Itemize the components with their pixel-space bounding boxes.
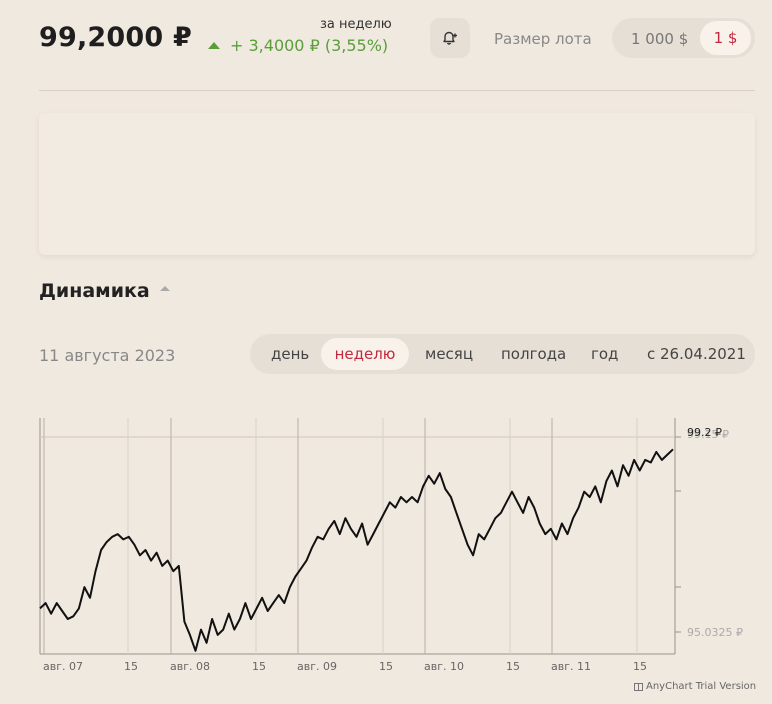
price-value: 99,2000 ₽ <box>39 22 192 53</box>
period-since[interactable]: с 26.04.2021 <box>647 345 746 363</box>
price-change-value: + 3,4000 ₽ (3,55%) <box>230 36 389 55</box>
x-tick-label: авг. 08 <box>170 660 210 673</box>
x-tick-label: авг. 11 <box>551 660 591 673</box>
price-chart-svg: авг. 07 15 авг. 08 15 авг. 09 15 авг. 10 15 авг.… <box>39 418 743 673</box>
y-tick-label: 95.0325 ₽ <box>687 626 743 639</box>
x-tick-label: авг. 09 <box>297 660 337 673</box>
x-tick-label: авг. 10 <box>424 660 464 673</box>
notification-button[interactable] <box>430 18 470 58</box>
lot-size-label: Размер лота <box>494 30 592 48</box>
header-divider <box>39 90 755 91</box>
lot-size-toggle: 1 000 $ 1 $ <box>612 18 755 58</box>
chart-logo-icon <box>634 682 643 691</box>
x-tick-label: 15 <box>633 660 647 673</box>
chart-watermark: AnyChart Trial Version <box>634 681 756 692</box>
period-half-year[interactable]: полгода <box>501 345 567 363</box>
x-tick-label: авг. 07 <box>43 660 83 673</box>
lot-option-1000[interactable]: 1 000 $ <box>631 30 689 48</box>
period-week[interactable]: неделю <box>321 338 409 370</box>
x-tick-label: 15 <box>252 660 266 673</box>
section-title: Динамика <box>39 280 150 302</box>
period-month[interactable]: месяц <box>425 345 474 363</box>
info-card <box>39 113 755 255</box>
selected-date: 11 августа 2023 <box>39 346 176 365</box>
lot-option-1[interactable]: 1 $ <box>700 21 751 55</box>
period-selector: день неделю месяц полгода год с 26.04.20… <box>250 334 755 374</box>
period-year[interactable]: год <box>591 345 619 363</box>
collapse-caret-icon[interactable] <box>160 286 170 291</box>
up-arrow-icon <box>208 42 220 49</box>
x-tick-label: 15 <box>379 660 393 673</box>
y-last-value-label: 99.2 ₽ <box>687 426 722 439</box>
y-tick-label: 99.15 ₽ <box>687 428 729 441</box>
period-caption: за неделю <box>320 17 392 32</box>
period-day[interactable]: день <box>271 345 310 363</box>
x-tick-label: 15 <box>124 660 138 673</box>
price-change: + 3,4000 ₽ (3,55%) <box>208 36 388 55</box>
bell-plus-icon <box>443 31 457 45</box>
price-series-line <box>39 448 674 652</box>
x-tick-label: 15 <box>506 660 520 673</box>
price-chart[interactable]: авг. 07 15 авг. 08 15 авг. 09 15 авг. 10 15 авг.… <box>0 400 772 704</box>
